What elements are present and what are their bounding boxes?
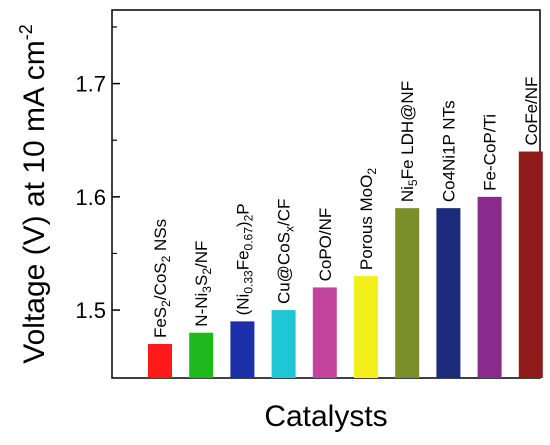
bar-label: Fe-CoP/Ti (481, 114, 500, 191)
bar-label: CoFe/NF (522, 77, 541, 146)
y-axis-ticks: 1.5 1.6 1.7 (75, 26, 120, 323)
bar-labels: FeS2/CoS2 NSs N-Ni3S2/NF (Ni0.33Fe0.67)2P C… (151, 77, 541, 338)
bar-label: Porous MoO2 (357, 168, 379, 270)
y-tick-label: 1.7 (75, 72, 106, 97)
bar-label: Co4Ni1P NTs (439, 100, 458, 202)
bar-label: CoPO/NF (316, 208, 335, 282)
bar-label: Ni5Fe LDH@NF (398, 81, 420, 202)
y-tick-label: 1.5 (75, 298, 106, 323)
bar-label: N-Ni3S2/NF (192, 241, 214, 327)
y-axis-title-main: Voltage (V) at 10 mA cm (18, 40, 51, 363)
bar-label: (Ni0.33Fe0.67)2P (233, 203, 255, 315)
bar (477, 196, 502, 378)
y-axis-title-superscript: -2 (16, 24, 36, 40)
y-axis-title: Voltage (V) at 10 mA cm-2 (16, 24, 51, 364)
bar (230, 321, 255, 378)
bar (148, 344, 172, 378)
y-tick-label: 1.6 (75, 185, 106, 210)
bar (271, 310, 296, 378)
bar (312, 287, 337, 378)
bar (354, 276, 378, 378)
bar (518, 151, 543, 378)
bar (436, 208, 461, 378)
bar-label: FeS2/CoS2 NSs (151, 219, 173, 338)
bar (189, 332, 214, 378)
x-axis-title: Catalysts (264, 400, 387, 433)
bars (148, 151, 543, 378)
bar-label: Cu@CoSx/CF (275, 199, 297, 304)
bar (395, 208, 420, 378)
